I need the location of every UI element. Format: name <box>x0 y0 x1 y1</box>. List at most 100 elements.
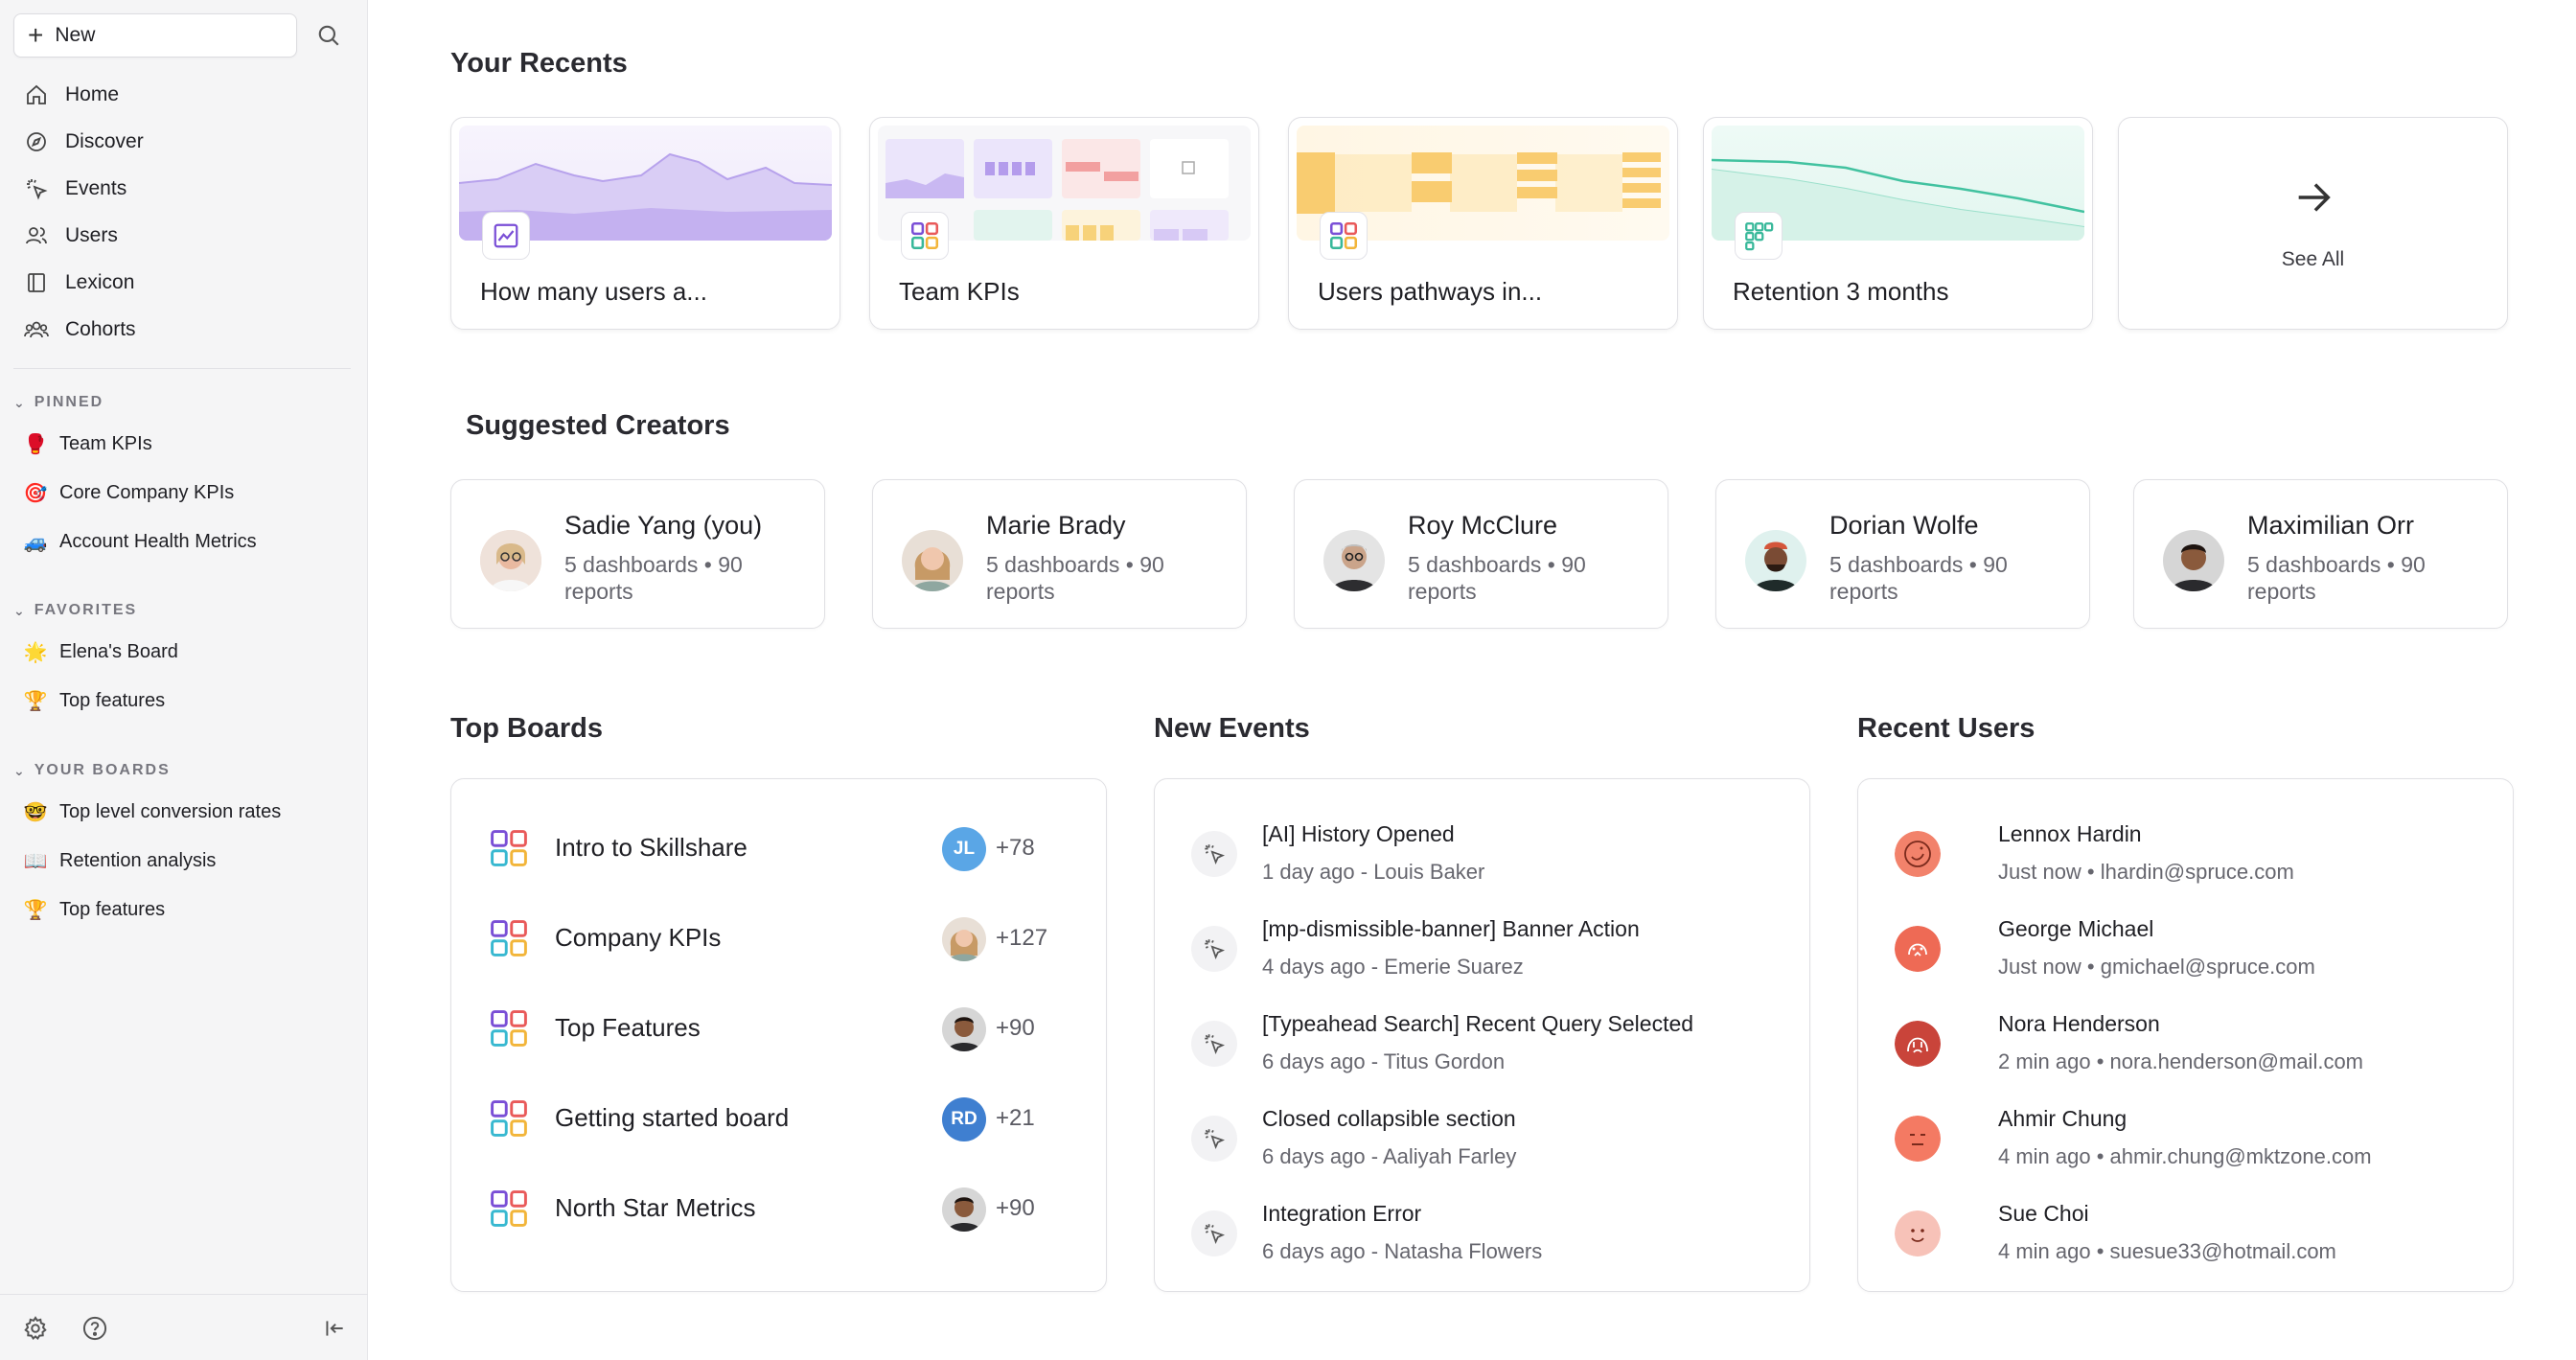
nerd-face-icon: 🤓 <box>23 802 48 823</box>
board-grid-icon <box>901 212 949 260</box>
board-row[interactable]: Top Features +90 <box>488 1000 1082 1057</box>
creator-card[interactable]: Maximilian Orr 5 dashboards • 90 reports <box>2133 479 2508 629</box>
target-icon: 🎯 <box>23 483 48 504</box>
user-name: Sue Choi <box>1998 1201 2089 1226</box>
event-subtitle: 1 day ago - Louis Baker <box>1262 860 1485 884</box>
nav-item-cohorts[interactable]: Cohorts <box>13 306 351 353</box>
new-button[interactable]: + New <box>13 13 297 58</box>
board-name: Intro to Skillshare <box>555 833 748 862</box>
event-click-icon <box>1191 926 1237 972</box>
recent-card-flows[interactable]: Users pathways in... <box>1288 117 1678 330</box>
recent-users-panel: Lennox Hardin Just now • lhardin@spruce.… <box>1857 778 2514 1292</box>
favorite-item-elenas-board[interactable]: 🌟 Elena's Board <box>13 628 351 677</box>
chart-line-icon <box>482 212 530 260</box>
nav-item-lexicon[interactable]: Lexicon <box>13 259 351 306</box>
event-row[interactable]: [mp-dismissible-banner] Banner Action 4 … <box>1191 912 1785 989</box>
board-item-retention-analysis[interactable]: 📖 Retention analysis <box>13 837 351 886</box>
board-grid-icon <box>491 920 527 957</box>
avatar <box>480 530 541 591</box>
board-item-top-features[interactable]: 🏆 Top features <box>13 886 351 934</box>
event-row[interactable]: [Typeahead Search] Recent Query Selected… <box>1191 1007 1785 1084</box>
board-count: +90 <box>996 1195 1035 1221</box>
pinned-item-account-health-metrics[interactable]: 🚙 Account Health Metrics <box>13 518 351 566</box>
creator-meta: 5 dashboards • 90 reports <box>1408 552 1586 604</box>
search-button[interactable] <box>309 15 349 56</box>
creator-card[interactable]: Marie Brady 5 dashboards • 90 reports <box>872 479 1247 629</box>
pinned-item-team-kpis[interactable]: 🥊 Team KPIs <box>13 420 351 469</box>
board-item-label: Top level conversion rates <box>59 801 282 822</box>
recent-card-insights[interactable]: How many users a... <box>450 117 840 330</box>
nav-item-events[interactable]: Events <box>13 165 351 212</box>
user-subtitle: Just now • lhardin@spruce.com <box>1998 860 2294 884</box>
event-click-icon <box>1191 1116 1237 1162</box>
creator-card[interactable]: Dorian Wolfe 5 dashboards • 90 reports <box>1715 479 2090 629</box>
pinned-item-label: Account Health Metrics <box>59 531 257 552</box>
open-book-icon: 📖 <box>23 851 48 872</box>
board-item-top-level-conversion-rates[interactable]: 🤓 Top level conversion rates <box>13 788 351 837</box>
creator-card[interactable]: Sadie Yang (you) 5 dashboards • 90 repor… <box>450 479 825 629</box>
board-thumbnail <box>878 126 1251 241</box>
your-boards-section-toggle[interactable]: ⌄ YOUR BOARDS <box>13 762 171 779</box>
nav-label: Home <box>65 82 120 105</box>
board-grid-icon <box>1320 212 1368 260</box>
creator-meta: 5 dashboards • 90 reports <box>1829 552 2008 604</box>
creator-name: Roy McClure <box>1408 511 1558 540</box>
user-row[interactable]: George Michael Just now • gmichael@spruc… <box>1895 912 2489 989</box>
sidebar: + New Home Discover Events Users Lexicon… <box>0 0 368 1360</box>
nav-item-home[interactable]: Home <box>13 71 351 118</box>
event-title: Closed collapsible section <box>1262 1106 1516 1131</box>
nav-item-users[interactable]: Users <box>13 212 351 259</box>
favorites-list: 🌟 Elena's Board 🏆 Top features <box>13 628 351 726</box>
recent-card-team-kpis[interactable]: Team KPIs <box>869 117 1259 330</box>
your-boards-list: 🤓 Top level conversion rates 📖 Retention a… <box>13 788 351 934</box>
avatar: RD <box>942 1097 986 1141</box>
favorite-item-top-features[interactable]: 🏆 Top features <box>13 677 351 726</box>
collapse-left-icon <box>326 1321 343 1336</box>
avatar <box>942 917 986 961</box>
event-click-icon <box>1191 1210 1237 1256</box>
board-name: Company KPIs <box>555 923 722 952</box>
nav-label: Cohorts <box>65 317 136 340</box>
creators-title: Suggested Creators <box>466 410 730 441</box>
board-row[interactable]: North Star Metrics +90 <box>488 1180 1082 1237</box>
recent-card-retention[interactable]: Retention 3 months <box>1703 117 2093 330</box>
help-button[interactable] <box>79 1312 111 1345</box>
user-subtitle: Just now • gmichael@spruce.com <box>1998 955 2315 979</box>
board-row[interactable]: Company KPIs +127 <box>488 910 1082 967</box>
plus-icon: + <box>28 20 44 50</box>
user-row[interactable]: Nora Henderson 2 min ago • nora.henderso… <box>1895 1007 2489 1084</box>
new-events-title: New Events <box>1154 713 1310 744</box>
board-row[interactable]: Intro to Skillshare JL +78 <box>488 819 1082 877</box>
settings-button[interactable] <box>19 1312 52 1345</box>
search-icon <box>318 25 339 46</box>
event-title: [AI] History Opened <box>1262 821 1455 846</box>
nav-label: Discover <box>65 129 144 152</box>
favorites-section-toggle[interactable]: ⌄ FAVORITES <box>13 602 137 619</box>
event-title: [Typeahead Search] Recent Query Selected <box>1262 1011 1694 1036</box>
creator-card[interactable]: Roy McClure 5 dashboards • 90 reports <box>1294 479 1668 629</box>
event-row[interactable]: Integration Error 6 days ago - Natasha F… <box>1191 1197 1785 1274</box>
event-title: [mp-dismissible-banner] Banner Action <box>1262 916 1640 941</box>
board-row[interactable]: Getting started board RD +21 <box>488 1090 1082 1147</box>
user-name: Lennox Hardin <box>1998 821 2142 846</box>
see-all-card[interactable]: See All <box>2118 117 2508 330</box>
board-count: +90 <box>996 1015 1035 1041</box>
new-events-panel: [AI] History Opened 1 day ago - Louis Ba… <box>1154 778 1810 1292</box>
boxing-glove-icon: 🥊 <box>23 434 48 455</box>
main-content: Your Recents How many users a... <box>368 0 2576 1360</box>
pinned-section-title: PINNED <box>34 394 104 410</box>
user-name: George Michael <box>1998 916 2154 941</box>
event-row[interactable]: Closed collapsible section 6 days ago - … <box>1191 1102 1785 1179</box>
user-row[interactable]: Sue Choi 4 min ago • suesue33@hotmail.co… <box>1895 1197 2489 1274</box>
user-row[interactable]: Ahmir Chung 4 min ago • ahmir.chung@mktz… <box>1895 1102 2489 1179</box>
user-subtitle: 2 min ago • nora.henderson@mail.com <box>1998 1049 2364 1073</box>
nav-item-discover[interactable]: Discover <box>13 118 351 165</box>
collapse-sidebar-button[interactable] <box>318 1312 351 1345</box>
user-row[interactable]: Lennox Hardin Just now • lhardin@spruce.… <box>1895 818 2489 894</box>
pinned-section-toggle[interactable]: ⌄ PINNED <box>13 394 104 411</box>
favorites-section-title: FAVORITES <box>34 602 138 618</box>
event-click-icon <box>1191 831 1237 877</box>
insights-thumbnail <box>459 126 832 241</box>
event-row[interactable]: [AI] History Opened 1 day ago - Louis Ba… <box>1191 818 1785 894</box>
pinned-item-core-company-kpis[interactable]: 🎯 Core Company KPIs <box>13 469 351 518</box>
